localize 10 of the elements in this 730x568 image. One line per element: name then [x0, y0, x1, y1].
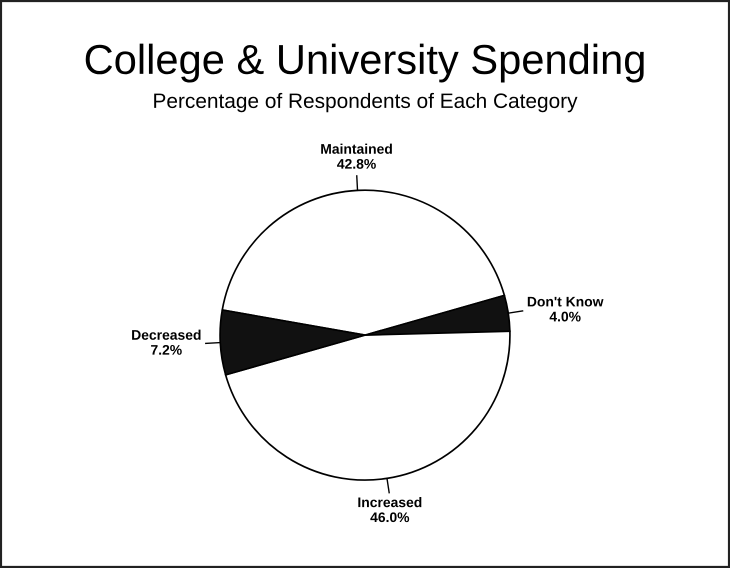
data-label: 4.0%: [550, 312, 581, 322]
chart-title: College & University Spending: [86, 44, 644, 82]
chart-subtitle: Percentage of Respondents of Each Category: [154, 92, 578, 112]
slice-label: Decreased: [132, 330, 201, 340]
slice-label: Maintained: [321, 144, 392, 154]
data-label: 7.2%: [151, 344, 182, 355]
data-label: 46.0%: [370, 512, 410, 522]
data-label: 42.8%: [337, 158, 376, 169]
slice-label: Don't Know: [528, 296, 604, 307]
slice-label: Increased: [358, 497, 422, 508]
